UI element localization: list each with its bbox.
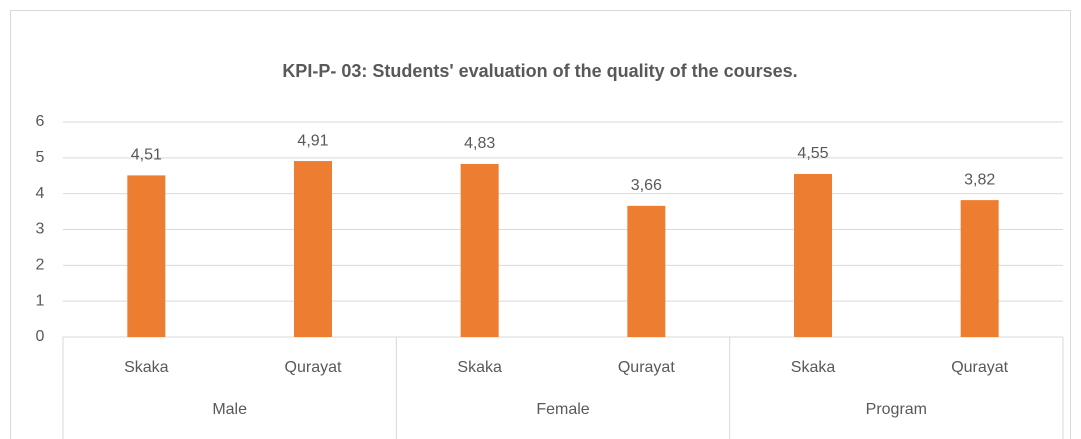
bar [627,205,666,337]
x-tick-label: Qurayat [618,359,675,376]
bar [127,175,166,337]
bar [960,200,999,337]
y-tick-label: 5 [36,149,45,166]
y-tick-label: 6 [36,113,45,130]
y-tick-label: 1 [36,292,45,309]
x-tick-label: Skaka [457,359,502,376]
y-tick-label: 3 [36,221,45,238]
data-label: 3,82 [964,171,995,188]
data-label: 4,55 [797,145,828,162]
x-tick-label: Skaka [791,359,836,376]
group-label: Program [866,401,927,418]
x-tick-label: Qurayat [285,359,342,376]
group-label: Female [536,401,589,418]
bar [794,173,832,337]
y-tick-label: 2 [36,257,45,274]
y-tick-label: 0 [36,328,45,345]
bar [294,161,332,337]
data-label: 4,51 [131,147,162,164]
chart-border [10,10,1071,439]
chart-title: KPI-P- 03: Students' evaluation of the q… [282,61,797,81]
bar [460,163,499,337]
x-tick-label: Qurayat [951,359,1008,376]
y-tick-label: 4 [36,185,45,202]
group-label: Male [212,401,247,418]
x-tick-label: Skaka [124,359,169,376]
data-label: 4,91 [297,132,328,149]
data-label: 3,66 [631,177,662,194]
data-label: 4,83 [464,135,495,152]
